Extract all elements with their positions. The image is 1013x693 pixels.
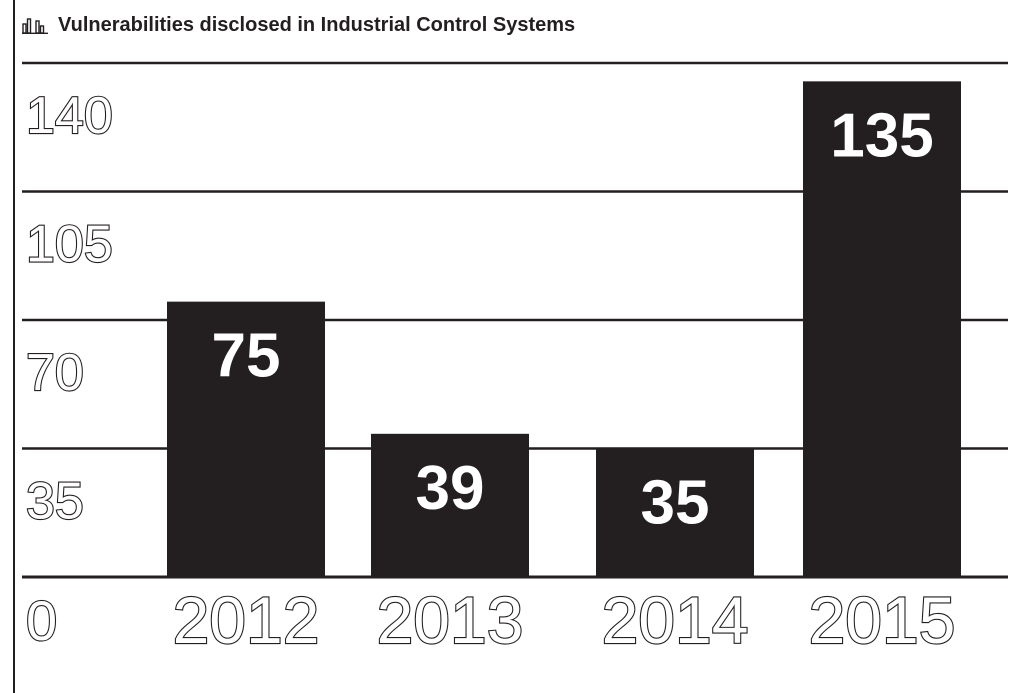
bar-2015 xyxy=(803,81,961,577)
data-label: 35 xyxy=(641,469,710,538)
left-frame-rule xyxy=(13,0,15,693)
y-tick-label: 105 xyxy=(26,216,113,274)
bars xyxy=(167,81,961,577)
y-axis-ticks: 0 35 70 105 140 xyxy=(25,86,114,653)
bar-2014 xyxy=(596,448,754,577)
x-tick-label: 2014 xyxy=(602,583,749,657)
y-tick-label: 0 xyxy=(26,589,57,652)
bar-chart-icon xyxy=(22,16,48,34)
x-tick-label: 2015 xyxy=(809,583,956,657)
x-tick-label: 2012 xyxy=(173,583,320,657)
x-axis-ticks: 2012 2013 2014 2015 xyxy=(171,582,956,658)
data-label: 75 xyxy=(212,322,281,391)
y-tick-label: 35 xyxy=(26,473,84,531)
y-tick-label: 140 xyxy=(26,87,113,145)
data-label: 39 xyxy=(416,454,485,523)
data-label: 135 xyxy=(830,101,933,170)
chart-header: Vulnerabilities disclosed in Industrial … xyxy=(22,10,575,40)
x-tick-label: 2013 xyxy=(377,583,524,657)
chart-title: Vulnerabilities disclosed in Industrial … xyxy=(58,13,576,36)
bar-2013 xyxy=(371,433,529,577)
bar-2012 xyxy=(167,301,325,577)
data-labels: 75 39 35 135 xyxy=(212,101,934,537)
y-tick-label: 70 xyxy=(26,344,84,402)
